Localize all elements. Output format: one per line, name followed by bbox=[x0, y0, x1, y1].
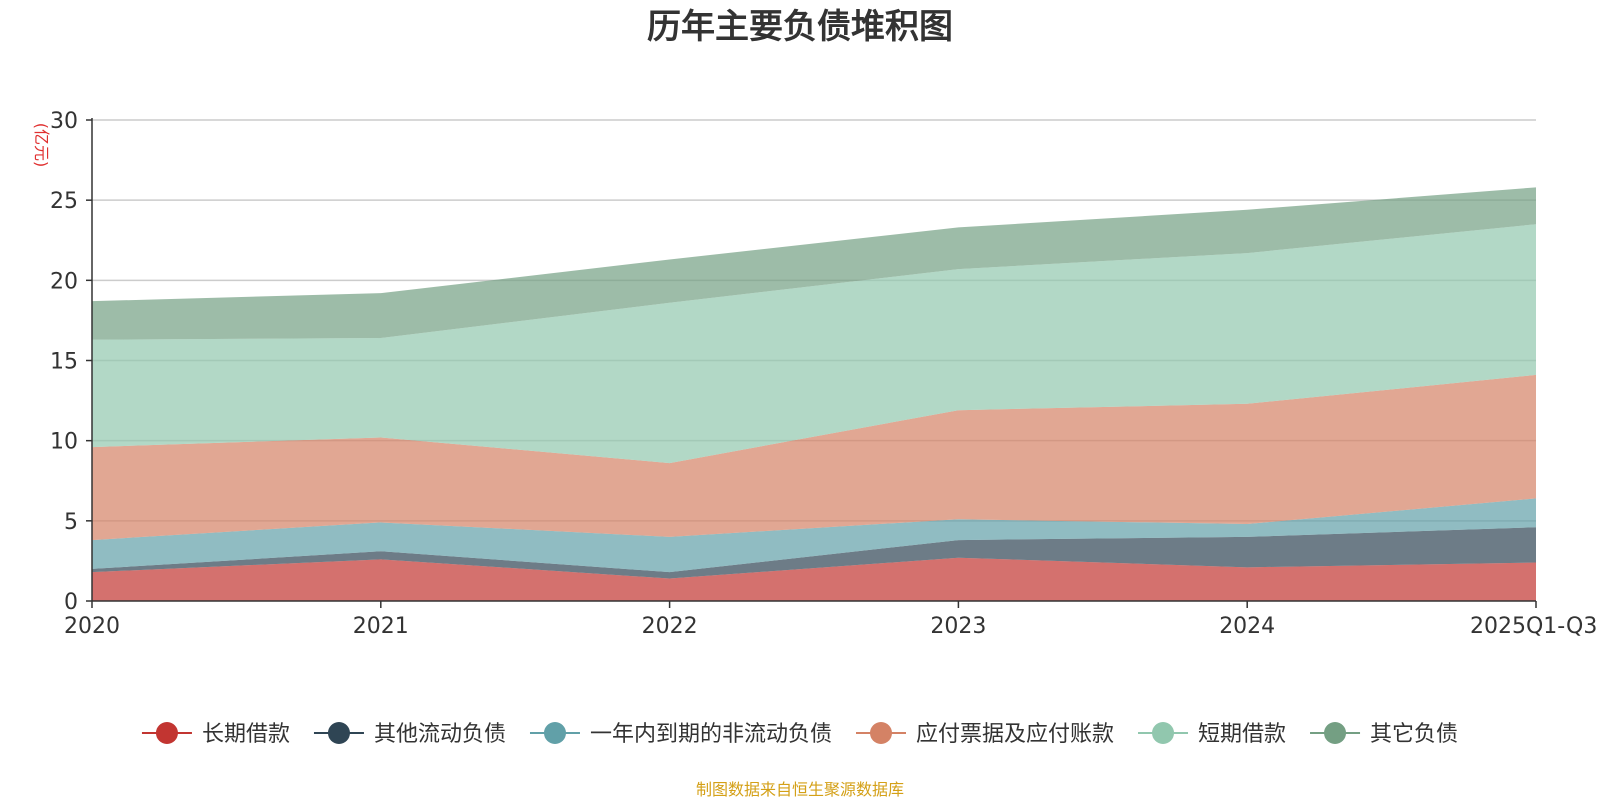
data-source-note: 制图数据来自恒生聚源数据库 bbox=[696, 780, 904, 799]
area-短期借款 bbox=[92, 224, 1536, 464]
legend-label: 一年内到期的非流动负债 bbox=[590, 722, 832, 747]
y-axis-ticks: 0 5 10 15 20 25 30 bbox=[50, 109, 92, 615]
x-tick-label: 2022 bbox=[642, 614, 698, 639]
legend-marker bbox=[155, 722, 178, 744]
legend-label: 长期借款 bbox=[202, 722, 290, 747]
x-tick-label: 2025Q1-Q3 bbox=[1470, 614, 1597, 639]
legend-marker bbox=[1152, 722, 1175, 744]
legend-label: 短期借款 bbox=[1198, 722, 1286, 747]
area-一年内到期的非流动负债 bbox=[92, 498, 1536, 573]
y-tick-label: 5 bbox=[64, 510, 78, 535]
legend-item: 长期借款 bbox=[141, 722, 290, 747]
legend-item: 其他流动负债 bbox=[313, 722, 506, 747]
legend-label: 其它负债 bbox=[1370, 722, 1458, 747]
legend-marker bbox=[543, 722, 566, 744]
x-tick-label: 2020 bbox=[64, 614, 120, 639]
legend-label: 其他流动负债 bbox=[374, 722, 506, 747]
y-tick-label: 0 bbox=[64, 590, 78, 615]
legend-label: 应付票据及应付账款 bbox=[916, 722, 1114, 747]
y-tick-label: 10 bbox=[50, 430, 78, 455]
legend-marker bbox=[1324, 722, 1347, 744]
x-tick-label: 2023 bbox=[930, 614, 986, 639]
legend-item: 一年内到期的非流动负债 bbox=[529, 722, 832, 747]
area-长期借款 bbox=[92, 557, 1536, 601]
legend-marker bbox=[327, 722, 350, 744]
chart-title: 历年主要负债堆积图 bbox=[647, 7, 953, 47]
legend-marker bbox=[870, 722, 892, 744]
area-其它负债 bbox=[92, 187, 1536, 340]
x-axis-ticks: 2020 2021 2022 2023 2024 2025Q1-Q3 bbox=[64, 601, 1597, 639]
y-tick-label: 20 bbox=[50, 269, 78, 294]
area-series bbox=[92, 187, 1536, 601]
x-tick-label: 2024 bbox=[1219, 614, 1275, 639]
y-tick-label: 25 bbox=[50, 189, 78, 214]
legend-item: 其它负债 bbox=[1310, 722, 1458, 747]
x-tick-label: 2021 bbox=[353, 614, 409, 639]
y-axis-unit: (亿元) bbox=[32, 123, 51, 168]
area-应付票据及应付账款 bbox=[92, 374, 1536, 541]
y-tick-label: 15 bbox=[50, 350, 78, 375]
y-tick-label: 30 bbox=[50, 109, 78, 134]
area-其他流动负债 bbox=[92, 527, 1536, 579]
legend: 长期借款 其他流动负债 一年内到期的非流动负债 应付票据及应付账款 短期借款 其它负债 bbox=[141, 722, 1458, 747]
legend-item: 短期借款 bbox=[1138, 722, 1286, 747]
legend-item: 应付票据及应付账款 bbox=[856, 722, 1114, 747]
